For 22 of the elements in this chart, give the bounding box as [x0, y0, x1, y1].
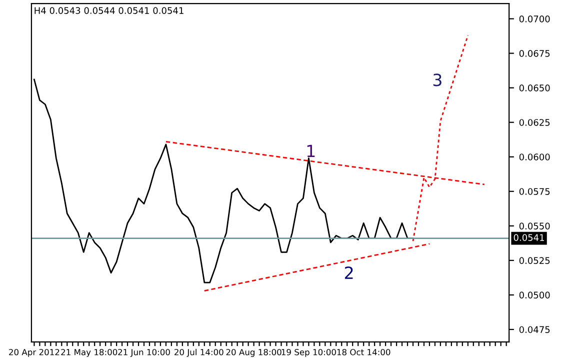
y-tick-label: 0.0500 [519, 292, 550, 298]
y-tick-label: 0.0650 [519, 84, 550, 92]
x-tick-label: 19 Sep 10:00 [282, 348, 336, 357]
annotation: 3 [433, 74, 442, 86]
y-tick-label: 0.0575 [519, 188, 550, 195]
ref-line-label: 0.0541 [514, 234, 544, 241]
x-tick-label: 21 Jun 10:00 [118, 348, 170, 357]
y-tick-label: 0.0525 [519, 257, 550, 264]
x-tick-label: 21 May 18:00 [61, 348, 118, 357]
x-tick-label: 20 Aug 18:00 [226, 348, 282, 357]
annotation: 1 [307, 144, 315, 158]
y-tick-label: 0.0475 [519, 326, 550, 334]
y-tick-label: 0.0675 [519, 50, 550, 57]
x-tick-label: 20 Jul 14:00 [174, 348, 224, 357]
y-tick-label: 0.0700 [519, 16, 550, 22]
annotation: 2 [344, 266, 353, 279]
y-tick-label: 0.0550 [519, 222, 550, 230]
y-tick-label: 0.0600 [519, 154, 550, 160]
y-tick-label: 0.0625 [519, 119, 550, 126]
chart-title: H4 0.0543 0.0544 0.0541 0.0541 [34, 7, 184, 14]
x-tick-label: 18 Oct 14:00 [337, 348, 390, 356]
x-tick-label: 20 Apr 2012 [9, 348, 60, 357]
